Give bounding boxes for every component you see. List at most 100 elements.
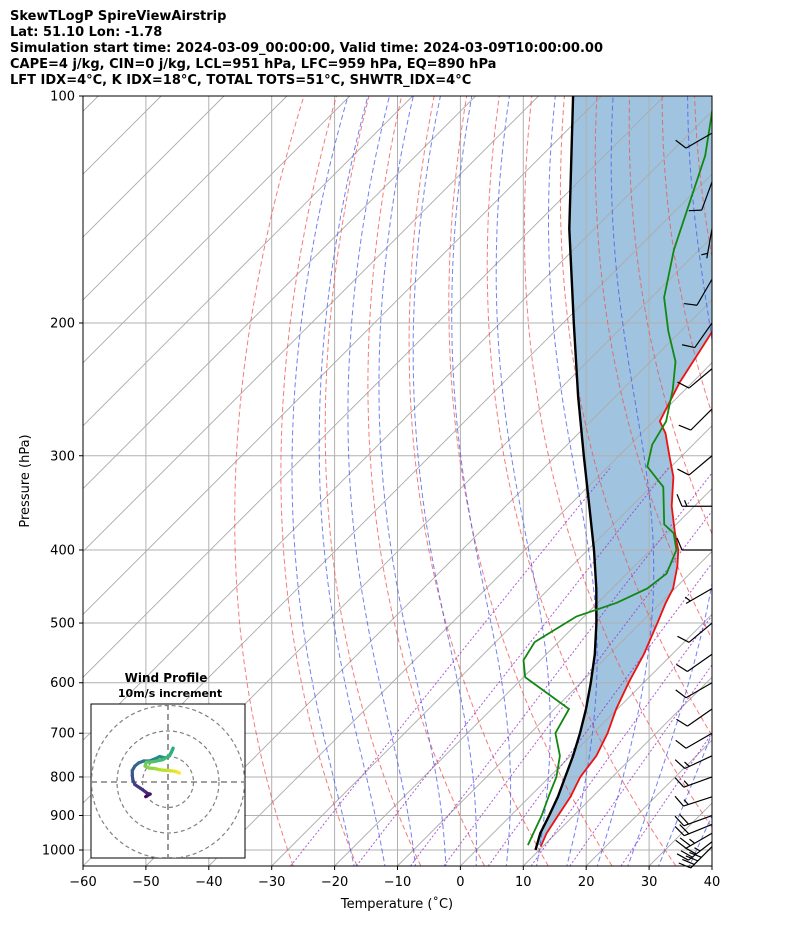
moist-adiabat bbox=[657, 731, 712, 866]
x-axis-label: Temperature (˚C) bbox=[340, 896, 453, 912]
isotherm bbox=[460, 613, 712, 866]
moist-adiabat-layer bbox=[291, 96, 712, 866]
wind-barb-flag bbox=[678, 862, 692, 869]
wind-barb bbox=[674, 814, 713, 827]
mixing-ratio-line bbox=[569, 664, 712, 866]
wind-barb-flag bbox=[680, 850, 693, 858]
moist-adiabat bbox=[291, 96, 355, 866]
dry-adiabat bbox=[523, 96, 712, 829]
wind-barb bbox=[674, 823, 713, 837]
wind-barb bbox=[676, 537, 712, 551]
mixing-ratio-line bbox=[443, 510, 712, 866]
dry-adiabat bbox=[367, 96, 485, 866]
x-tick-label: −10 bbox=[384, 875, 411, 890]
y-axis: 1000 900 800 700 600 500 400 300 200 100 bbox=[42, 90, 83, 859]
wind-barb-flag bbox=[675, 839, 687, 849]
wind-barb-half-flag bbox=[683, 799, 689, 805]
wind-barb bbox=[681, 322, 713, 349]
y-tick-label: 900 bbox=[50, 809, 75, 824]
isotherm bbox=[83, 96, 288, 301]
isotherm bbox=[83, 96, 539, 553]
wind-barb bbox=[676, 841, 713, 861]
temperature-profile-line bbox=[539, 329, 712, 848]
x-tick-label: −60 bbox=[69, 875, 96, 890]
wind-barb bbox=[674, 776, 713, 788]
wind-barb-staff bbox=[696, 278, 713, 306]
wind-barb bbox=[684, 588, 713, 605]
mixing-ratio-line bbox=[355, 466, 670, 866]
wind-barb bbox=[677, 622, 713, 643]
dry-adiabat bbox=[448, 96, 613, 866]
wind-barb-flag bbox=[674, 777, 685, 788]
isotherm bbox=[522, 676, 712, 866]
dry-adiabat bbox=[234, 96, 305, 866]
x-axis: −60 −50 −40 −30 −20 −10 0 10 20 30 40 bbox=[69, 866, 720, 890]
wind-barb-staff bbox=[688, 368, 713, 389]
x-tick-label: 0 bbox=[456, 875, 464, 890]
wind-barb-flag bbox=[676, 494, 683, 507]
wind-barb bbox=[678, 408, 713, 431]
wind-barb bbox=[676, 653, 713, 672]
wind-barb-flag bbox=[674, 826, 685, 837]
isotherm bbox=[271, 425, 712, 866]
wind-barb-flag bbox=[685, 855, 699, 862]
x-tick-label: −40 bbox=[195, 875, 222, 890]
wind-barb bbox=[676, 708, 713, 727]
wind-barb-flag bbox=[675, 739, 687, 749]
wind-barb-half-flag bbox=[684, 596, 691, 602]
wind-barb-flag bbox=[679, 824, 690, 835]
wind-barb bbox=[677, 455, 713, 476]
wind-barb-staff bbox=[685, 588, 713, 605]
dry-adiabat bbox=[559, 96, 712, 737]
cape-shaded-area bbox=[536, 96, 712, 846]
mixing-ratio-line bbox=[487, 562, 712, 866]
isotherm bbox=[145, 299, 712, 866]
x-tick-label: −50 bbox=[132, 875, 159, 890]
isotherm bbox=[83, 96, 414, 427]
y-tick-label: 600 bbox=[50, 676, 75, 691]
indices-line: LFT IDX=4°C, K IDX=18°C, TOTAL TOTS=51°C… bbox=[10, 73, 472, 88]
hodograph-inset: Wind Profile 10m/s increment bbox=[90, 671, 246, 859]
wind-barb-staff bbox=[685, 732, 713, 749]
wind-barb-flag bbox=[682, 858, 695, 865]
wind-barb-half-flag bbox=[684, 761, 690, 767]
hodograph-title: Wind Profile bbox=[125, 671, 208, 685]
hodograph-plot-area bbox=[91, 704, 245, 858]
wind-barb-half-flag bbox=[683, 500, 688, 507]
isotherm bbox=[711, 865, 712, 866]
moist-adiabat bbox=[548, 96, 598, 866]
isotherm bbox=[83, 96, 225, 238]
wind-barb bbox=[674, 755, 713, 770]
y-tick-label: 1000 bbox=[42, 844, 75, 859]
wind-barb-half-flag bbox=[701, 252, 708, 256]
wind-barb bbox=[675, 732, 713, 749]
wind-barb bbox=[675, 682, 713, 699]
wind-barb-flag bbox=[681, 344, 695, 349]
mixing-ratio-line bbox=[409, 472, 712, 866]
mixing-ratio-layer bbox=[290, 466, 712, 866]
x-tick-label: 20 bbox=[578, 875, 595, 890]
hodograph-body bbox=[91, 704, 245, 858]
hodograph-subtitle: 10m/s increment bbox=[118, 687, 222, 700]
mixing-ratio-line bbox=[620, 732, 712, 866]
parcel-profile-line bbox=[534, 96, 598, 851]
y-tick-label: 100 bbox=[50, 90, 75, 105]
moist-adiabat bbox=[627, 96, 712, 866]
wind-barb-half-flag bbox=[683, 780, 689, 786]
y-tick-label: 800 bbox=[50, 770, 75, 785]
wind-barb-flag bbox=[677, 468, 690, 476]
dry-adiabat bbox=[727, 96, 794, 866]
time-line: Simulation start time: 2024-03-09_00:00:… bbox=[10, 41, 603, 56]
wind-barb-staff bbox=[688, 622, 713, 643]
location-line: Lat: 51.10 Lon: -1.78 bbox=[10, 25, 163, 40]
isotherm bbox=[334, 487, 712, 866]
wind-barb-staff bbox=[701, 181, 713, 211]
wind-barb-flag bbox=[676, 537, 683, 551]
wind-barb bbox=[701, 228, 713, 259]
wind-barb-flag bbox=[676, 853, 689, 861]
wind-barb-flag bbox=[679, 814, 689, 825]
x-tick-label: 40 bbox=[704, 875, 721, 890]
wind-barb-flag bbox=[677, 635, 690, 643]
y-tick-label: 200 bbox=[50, 316, 75, 331]
